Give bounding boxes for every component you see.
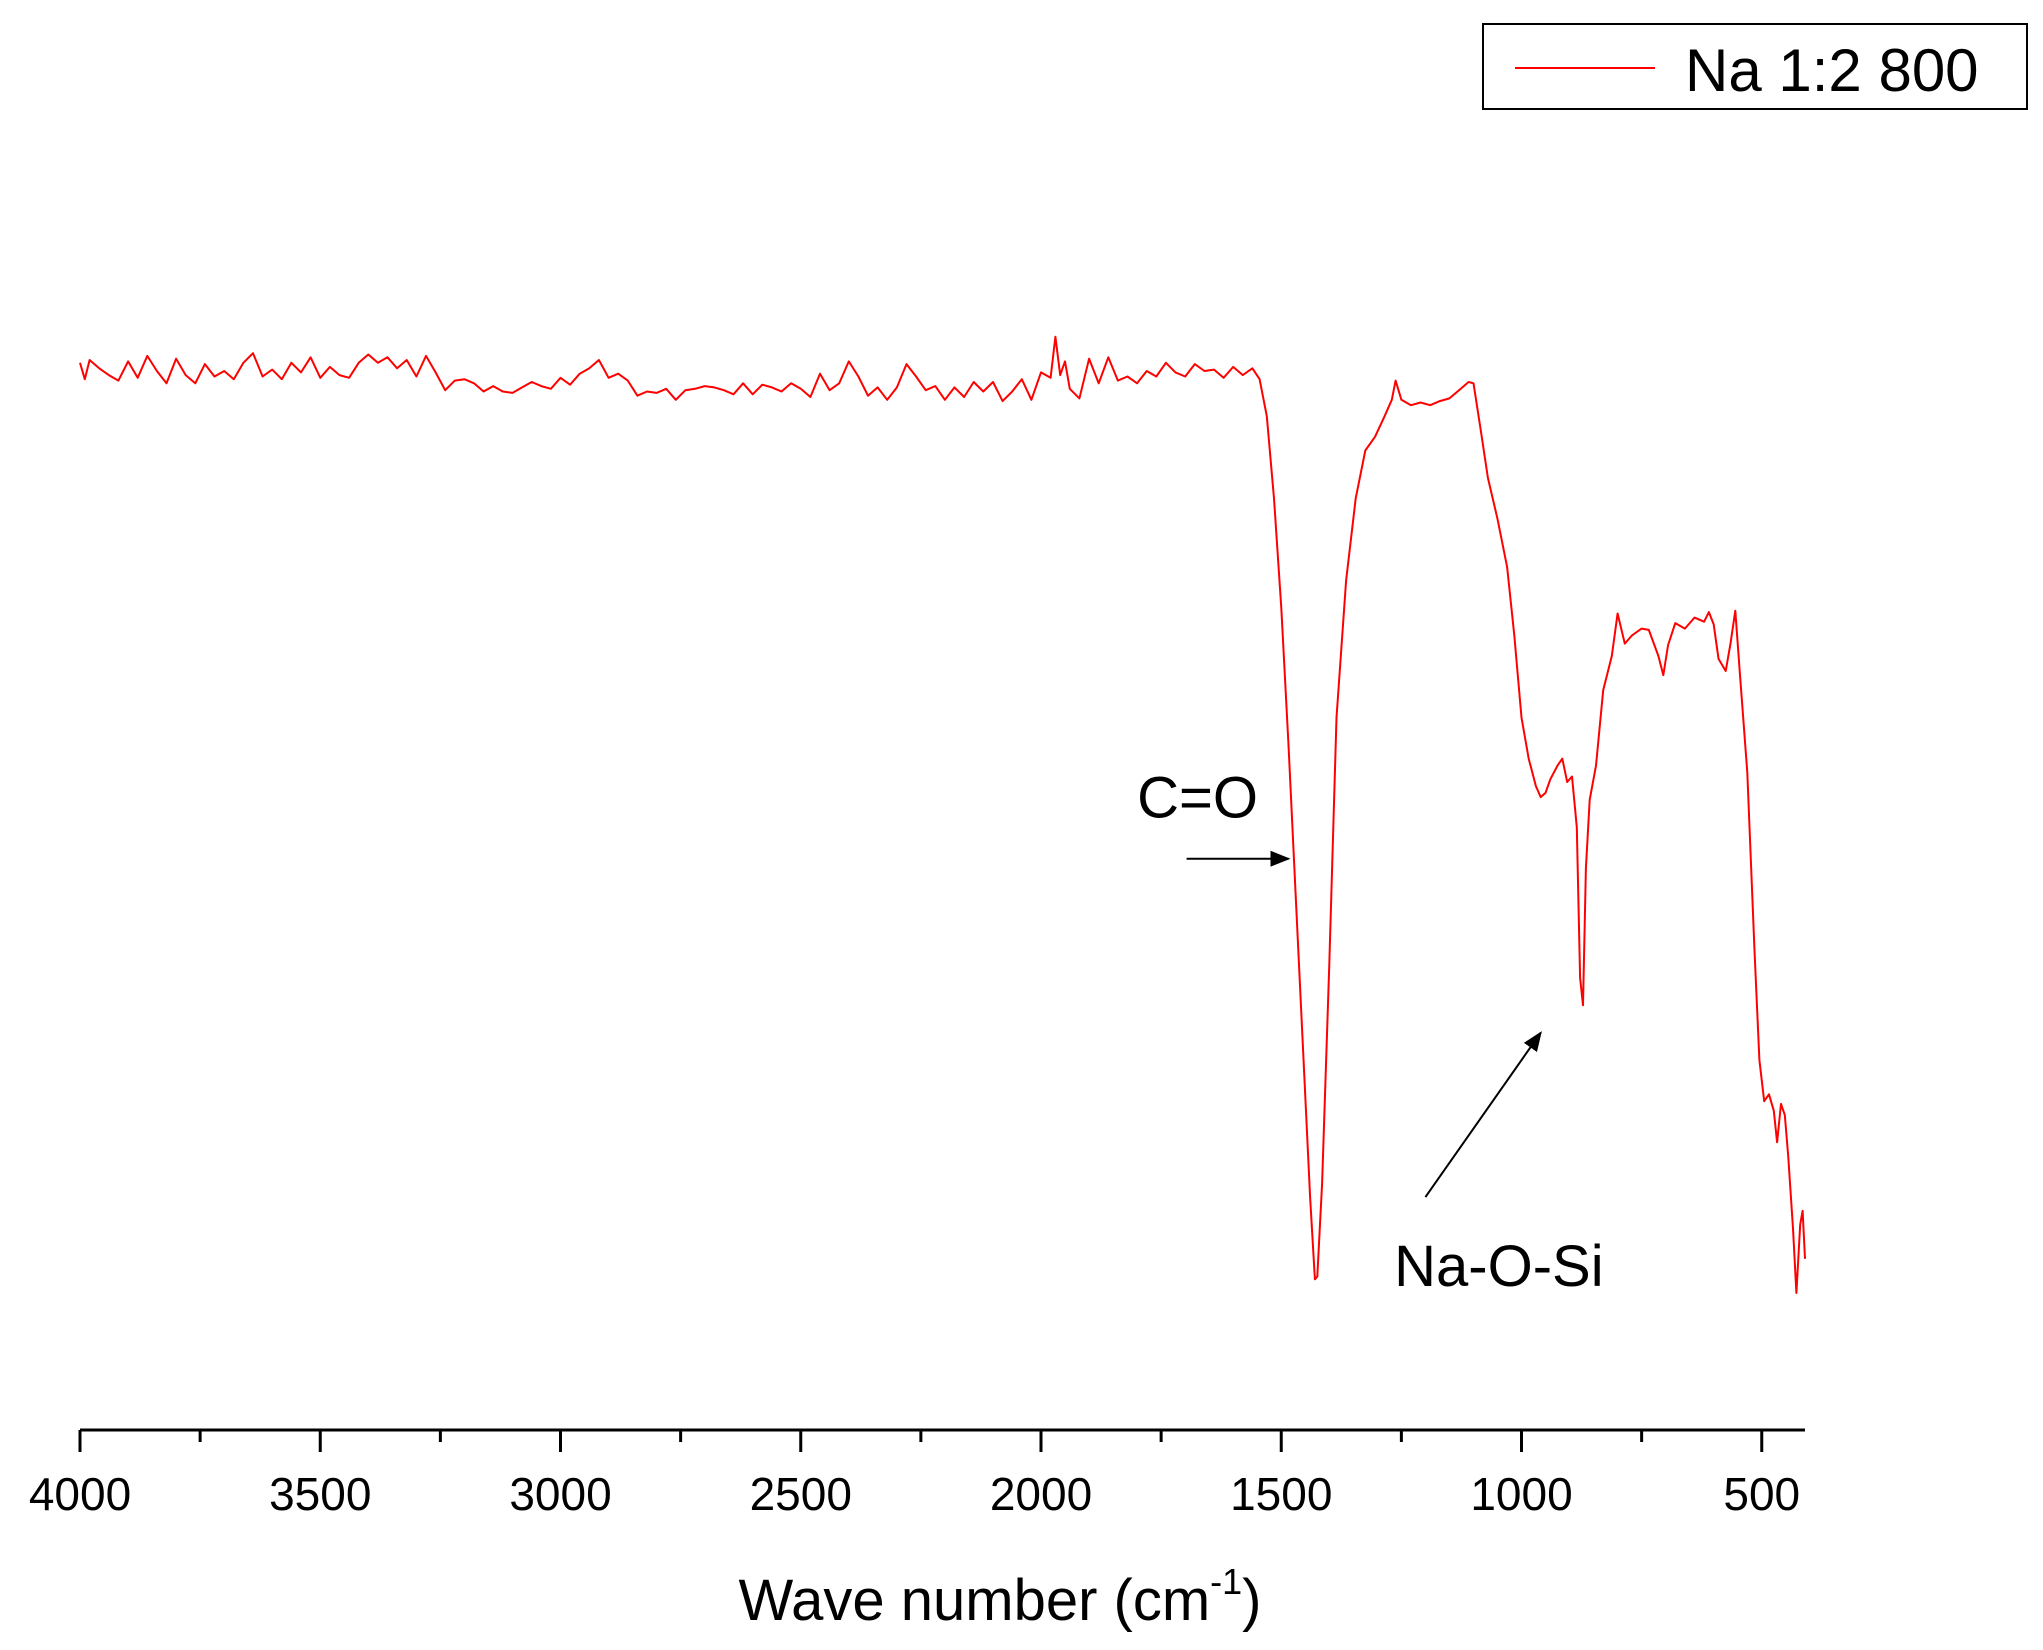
x-axis-label-superscript: -1	[1210, 1561, 1242, 1602]
series-line	[79, 335, 1806, 1294]
annotation-arrow	[1424, 1031, 1542, 1198]
legend-box	[1482, 23, 2028, 110]
x-tick-label: 4000	[29, 1468, 131, 1520]
x-axis-label: Wave number (cm-1)	[739, 1561, 1262, 1633]
legend: Na 1:2 800	[1482, 23, 2028, 110]
x-axis-label-main: Wave number (cm	[739, 1568, 1211, 1633]
x-tick-label: 2500	[750, 1468, 852, 1520]
x-tick-label: 1500	[1230, 1468, 1332, 1520]
legend-series-label: Na 1:2 800	[1685, 37, 1979, 104]
x-tick-label: 1000	[1470, 1468, 1572, 1520]
x-tick-label: 2000	[990, 1468, 1092, 1520]
plot-area: C=O Na-O-Si	[79, 335, 1806, 1299]
x-tick-label: 3000	[509, 1468, 611, 1520]
x-axis-label-close: )	[1242, 1568, 1261, 1633]
x-tick-label: 500	[1723, 1468, 1800, 1520]
x-axis: 4000 3500 3000 2500 2000 1500 1000 500	[29, 1428, 1805, 1520]
annotation-label: Na-O-Si	[1394, 1234, 1603, 1299]
annotation-label: C=O	[1137, 766, 1258, 831]
x-tick-label: 3500	[269, 1468, 371, 1520]
